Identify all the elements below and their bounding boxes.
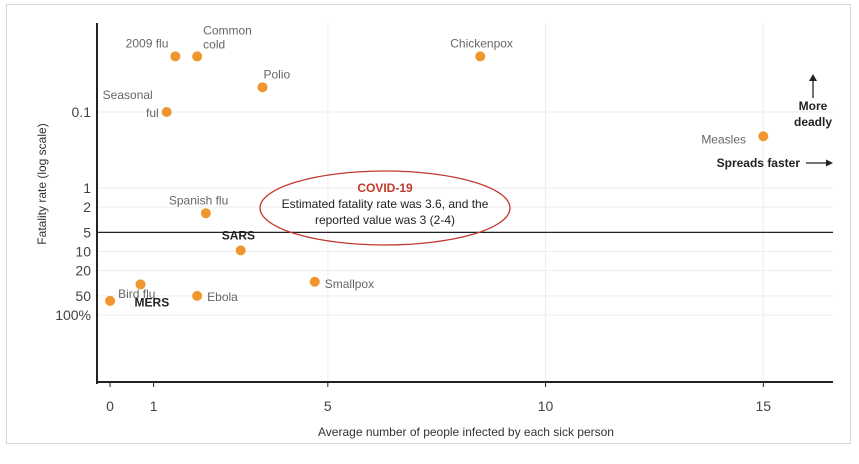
covid-callout: COVID-19 Estimated fatality rate was 3.6…: [259, 170, 511, 246]
x-tick-label: 15: [756, 398, 772, 414]
data-point-marker: [135, 279, 146, 290]
data-point-label: MERS: [135, 295, 170, 309]
data-point-label: 2009 flu: [126, 36, 169, 50]
point-polio: Polio: [257, 67, 291, 93]
point-2009-flu: 2009 flu: [126, 36, 181, 62]
more-deadly-line1: More: [799, 99, 828, 113]
point-measles: Measles: [701, 131, 769, 146]
x-tick-label: 0: [106, 398, 114, 414]
x-tick-label: 5: [324, 398, 332, 414]
covid-line2: reported value was 3 (2-4): [315, 213, 455, 227]
data-point-marker: [309, 276, 320, 287]
data-point-label: cold: [203, 37, 225, 51]
data-point-label: Measles: [701, 132, 746, 146]
y-tick-label: 10: [75, 244, 91, 260]
data-point-marker: [170, 51, 181, 62]
y-tick-label: 1: [83, 180, 91, 196]
data-point-label: ful: [146, 106, 159, 120]
data-point-label: Common: [203, 23, 252, 37]
point-bird-flu: Bird flu: [105, 287, 155, 306]
more-deadly-annotation: More deadly: [794, 74, 832, 129]
covid-ellipse: [259, 170, 511, 246]
data-point-label: Ebola: [207, 290, 238, 304]
x-axis-label: Average number of people infected by eac…: [318, 425, 614, 439]
data-point-label: Spanish flu: [169, 193, 228, 207]
data-point-marker: [200, 208, 211, 219]
data-point-marker: [161, 107, 172, 117]
chart-frame: [6, 4, 851, 444]
point-spanish-flu: Spanish flu: [169, 193, 228, 219]
data-point-label: Smallpox: [325, 277, 374, 291]
x-tick-label: 10: [538, 398, 554, 414]
point-smallpox: Smallpox: [309, 276, 374, 291]
data-point-marker: [257, 82, 268, 93]
spreads-faster-label: Spreads faster: [717, 156, 801, 170]
y-axis-label: Fatality rate (log scale): [35, 123, 49, 244]
data-point-marker: [235, 245, 246, 256]
right-arrow-head-icon: [826, 159, 833, 167]
data-point-label: Polio: [263, 67, 290, 81]
more-deadly-line2: deadly: [794, 115, 832, 129]
data-point-label: Bird flu: [118, 287, 155, 301]
point-sars: SARS: [222, 228, 255, 256]
covid-line1: Estimated fatality rate was 3.6, and the: [282, 197, 489, 211]
data-point-marker: [192, 290, 203, 301]
point-seasonal-ful: Seasonal ful: [103, 88, 172, 120]
point-mers: MERS: [135, 279, 170, 309]
point-ebola: Ebola: [192, 290, 238, 304]
y-tick-label: 2: [83, 199, 91, 215]
spreads-faster-annotation: Spreads faster: [717, 156, 833, 170]
y-tick-label: 5: [83, 224, 91, 240]
point-chickenpox: Chickenpox: [450, 36, 513, 62]
data-point-label: SARS: [222, 228, 255, 242]
covid-title: COVID-19: [357, 181, 413, 195]
y-tick-label: 0.1: [72, 104, 92, 120]
data-point-marker: [475, 51, 486, 62]
y-tick-label: 20: [75, 263, 91, 279]
data-point-label: Seasonal: [103, 88, 153, 102]
data-point-label: Chickenpox: [450, 36, 513, 50]
up-arrow-head-icon: [809, 74, 817, 81]
x-tick-label: 1: [150, 398, 158, 414]
data-point-marker: [192, 51, 203, 62]
y-tick-label: 100%: [55, 307, 91, 323]
y-tick-label: 50: [75, 288, 91, 304]
data-point-marker: [105, 295, 116, 306]
data-point-marker: [758, 131, 769, 142]
axes: [96, 23, 833, 384]
